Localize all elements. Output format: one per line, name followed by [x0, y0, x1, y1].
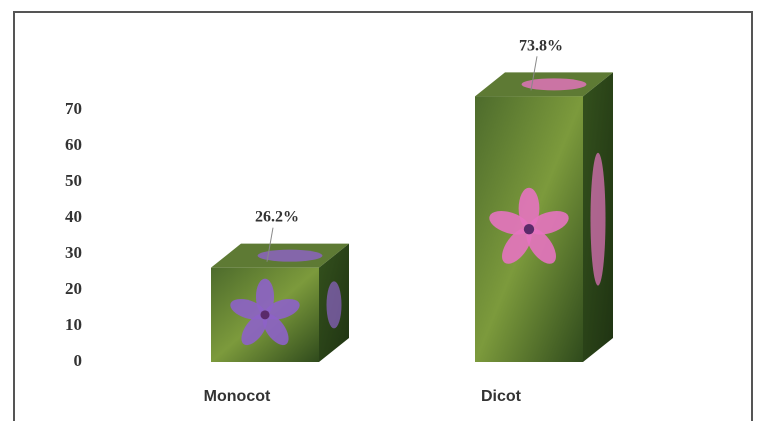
flower-center — [524, 224, 534, 234]
y-tick-label: 10 — [65, 315, 82, 334]
bar — [211, 244, 349, 362]
y-tick-label: 60 — [65, 135, 82, 154]
y-tick-label: 20 — [65, 279, 82, 298]
y-tick-label: 30 — [65, 243, 82, 262]
x-tick-label: Monocot — [204, 388, 271, 405]
side-flower — [327, 281, 342, 328]
y-tick-label: 70 — [65, 99, 82, 118]
flower-center — [260, 310, 269, 319]
y-tick-label: 50 — [65, 171, 82, 190]
x-tick-label: Dicot — [481, 388, 522, 405]
frame — [14, 12, 752, 421]
y-tick-label: 40 — [65, 207, 82, 226]
chart: 0 10 20 30 40 50 60 70 Monocot 26.2% Dicot 73.8% — [0, 0, 765, 421]
value-label: 73.8% — [519, 37, 563, 54]
side-flower — [591, 153, 606, 286]
bar — [475, 72, 613, 362]
y-tick-label: 0 — [74, 351, 83, 370]
value-label: 26.2% — [255, 209, 299, 226]
